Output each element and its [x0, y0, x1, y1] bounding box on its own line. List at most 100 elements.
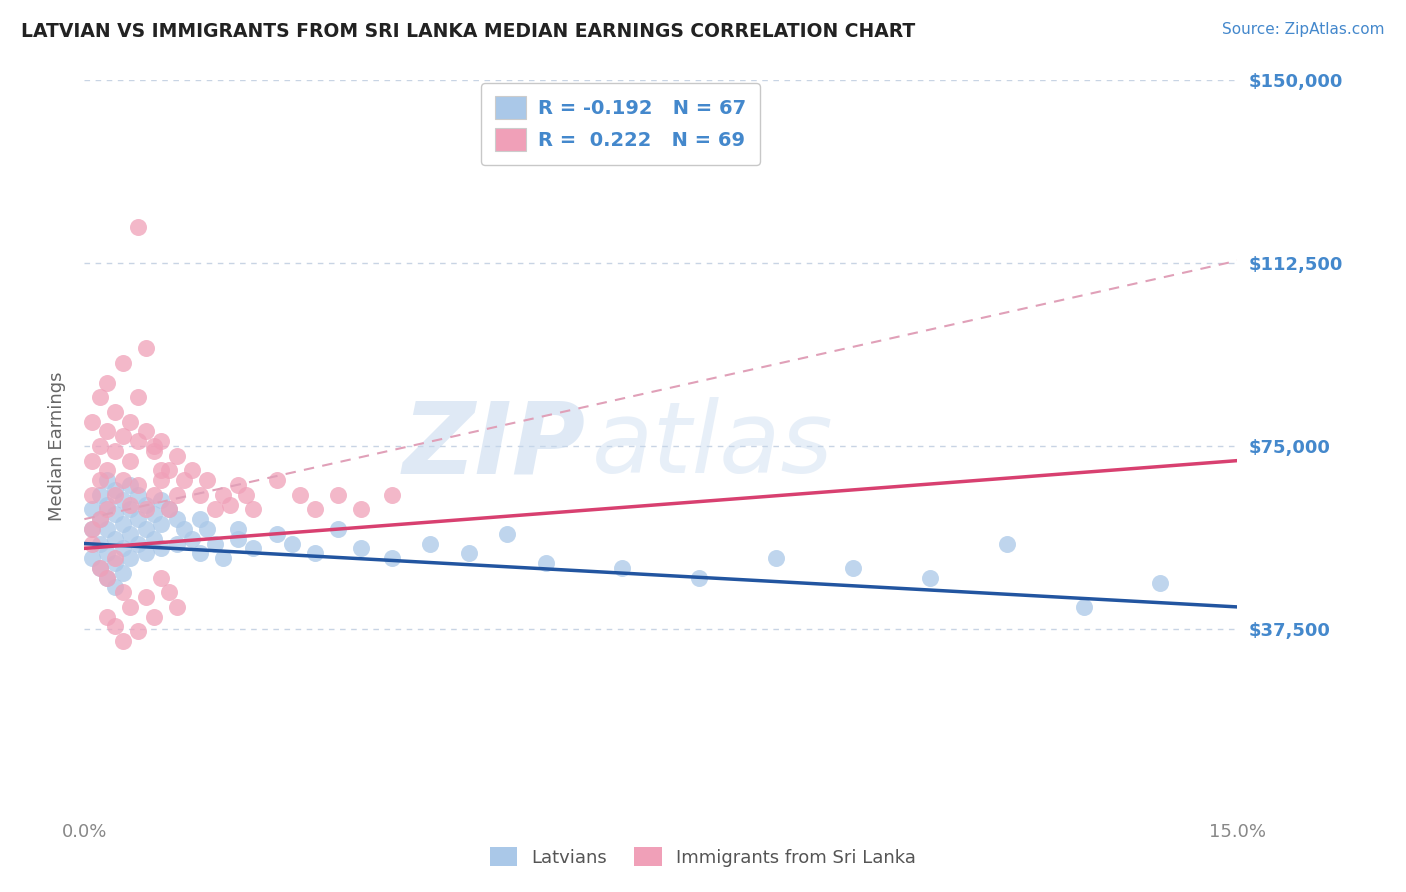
- Point: [142, 532, 165, 546]
- Point: [120, 551, 142, 566]
- Point: [104, 532, 127, 546]
- Point: [127, 512, 149, 526]
- Point: [104, 556, 127, 570]
- Point: [80, 536, 103, 550]
- Point: [89, 561, 111, 575]
- Point: [166, 488, 188, 502]
- Point: [142, 508, 165, 522]
- Point: [150, 492, 173, 507]
- Point: [89, 439, 111, 453]
- Point: [104, 483, 127, 497]
- Point: [111, 492, 134, 507]
- Point: [120, 599, 142, 614]
- Point: [142, 443, 165, 458]
- Point: [288, 488, 311, 502]
- Legend: R = -0.192   N = 67, R =  0.222   N = 69: R = -0.192 N = 67, R = 0.222 N = 69: [481, 83, 759, 164]
- Point: [120, 453, 142, 467]
- Point: [195, 473, 218, 487]
- Point: [350, 541, 373, 556]
- Point: [995, 536, 1018, 550]
- Point: [266, 526, 288, 541]
- Point: [166, 449, 188, 463]
- Point: [219, 498, 242, 512]
- Point: [150, 571, 173, 585]
- Point: [89, 390, 111, 404]
- Point: [157, 585, 180, 599]
- Point: [120, 526, 142, 541]
- Point: [89, 488, 111, 502]
- Point: [381, 551, 404, 566]
- Point: [226, 522, 249, 536]
- Point: [89, 561, 111, 575]
- Text: LATVIAN VS IMMIGRANTS FROM SRI LANKA MEDIAN EARNINGS CORRELATION CHART: LATVIAN VS IMMIGRANTS FROM SRI LANKA MED…: [21, 22, 915, 41]
- Point: [104, 443, 127, 458]
- Point: [89, 512, 111, 526]
- Point: [419, 536, 441, 550]
- Point: [150, 541, 173, 556]
- Point: [104, 405, 127, 419]
- Point: [111, 473, 134, 487]
- Point: [304, 546, 326, 560]
- Point: [211, 551, 233, 566]
- Point: [1073, 599, 1095, 614]
- Point: [96, 498, 118, 512]
- Point: [96, 571, 118, 585]
- Point: [96, 473, 118, 487]
- Point: [135, 590, 157, 604]
- Point: [142, 488, 165, 502]
- Point: [281, 536, 304, 550]
- Point: [80, 522, 103, 536]
- Text: atlas: atlas: [592, 398, 834, 494]
- Point: [96, 376, 118, 390]
- Point: [842, 561, 865, 575]
- Point: [135, 522, 157, 536]
- Point: [127, 219, 149, 234]
- Point: [120, 502, 142, 516]
- Point: [688, 571, 710, 585]
- Point: [104, 619, 127, 633]
- Point: [104, 581, 127, 595]
- Point: [235, 488, 257, 502]
- Point: [242, 541, 264, 556]
- Point: [195, 522, 218, 536]
- Point: [96, 546, 118, 560]
- Point: [127, 390, 149, 404]
- Point: [80, 415, 103, 429]
- Point: [104, 551, 127, 566]
- Point: [135, 502, 157, 516]
- Point: [111, 585, 134, 599]
- Point: [381, 488, 404, 502]
- Point: [96, 571, 118, 585]
- Point: [304, 502, 326, 516]
- Point: [181, 463, 204, 477]
- Point: [127, 478, 149, 492]
- Point: [96, 522, 118, 536]
- Point: [496, 526, 519, 541]
- Point: [1149, 575, 1171, 590]
- Point: [166, 599, 188, 614]
- Point: [89, 536, 111, 550]
- Point: [135, 425, 157, 439]
- Point: [226, 532, 249, 546]
- Point: [142, 609, 165, 624]
- Point: [111, 566, 134, 580]
- Y-axis label: Median Earnings: Median Earnings: [48, 371, 66, 521]
- Point: [188, 546, 211, 560]
- Point: [80, 453, 103, 467]
- Point: [120, 478, 142, 492]
- Point: [181, 532, 204, 546]
- Point: [150, 516, 173, 531]
- Point: [266, 473, 288, 487]
- Point: [204, 536, 226, 550]
- Text: Source: ZipAtlas.com: Source: ZipAtlas.com: [1222, 22, 1385, 37]
- Point: [188, 512, 211, 526]
- Point: [534, 556, 557, 570]
- Point: [765, 551, 787, 566]
- Point: [150, 473, 173, 487]
- Point: [89, 512, 111, 526]
- Point: [326, 522, 349, 536]
- Point: [350, 502, 373, 516]
- Point: [111, 429, 134, 443]
- Point: [96, 463, 118, 477]
- Point: [111, 541, 134, 556]
